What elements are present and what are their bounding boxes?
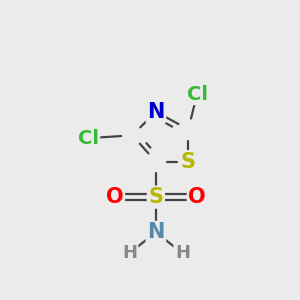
Text: O: O [106,187,124,207]
Text: H: H [122,244,137,262]
Text: S: S [181,152,196,172]
Text: Cl: Cl [78,129,99,148]
Text: S: S [148,187,164,207]
Text: N: N [147,222,165,242]
Text: H: H [175,244,190,262]
Text: Cl: Cl [187,85,208,104]
Text: N: N [147,102,165,122]
Text: O: O [188,187,206,207]
